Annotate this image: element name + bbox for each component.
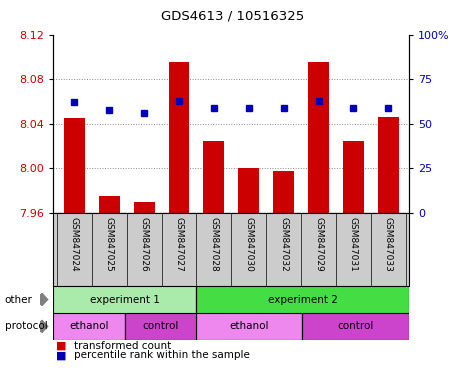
Bar bbox=[303, 313, 409, 340]
Text: protocol: protocol bbox=[5, 321, 47, 331]
Text: other: other bbox=[5, 295, 33, 305]
Text: GSM847028: GSM847028 bbox=[209, 217, 219, 271]
Bar bbox=[53, 286, 196, 313]
Text: ethanol: ethanol bbox=[229, 321, 269, 331]
Text: percentile rank within the sample: percentile rank within the sample bbox=[74, 350, 250, 360]
Text: GSM847024: GSM847024 bbox=[70, 217, 79, 271]
Text: GSM847025: GSM847025 bbox=[105, 217, 114, 271]
Text: ■: ■ bbox=[56, 350, 66, 360]
Text: GSM847032: GSM847032 bbox=[279, 217, 288, 271]
Text: experiment 2: experiment 2 bbox=[267, 295, 338, 305]
FancyArrow shape bbox=[40, 293, 47, 306]
Text: GSM847029: GSM847029 bbox=[314, 217, 323, 271]
Text: ethanol: ethanol bbox=[69, 321, 109, 331]
Bar bbox=[125, 313, 196, 340]
Bar bbox=[196, 313, 303, 340]
Text: GSM847033: GSM847033 bbox=[384, 217, 393, 271]
Text: GSM847030: GSM847030 bbox=[244, 217, 253, 271]
Bar bbox=[99, 196, 120, 213]
Text: experiment 1: experiment 1 bbox=[90, 295, 159, 305]
Bar bbox=[168, 63, 189, 213]
Bar bbox=[343, 141, 364, 213]
Bar bbox=[378, 117, 399, 213]
Bar bbox=[308, 63, 329, 213]
Text: ■: ■ bbox=[56, 341, 66, 351]
FancyArrow shape bbox=[40, 320, 47, 333]
Bar bbox=[273, 171, 294, 213]
Bar bbox=[133, 202, 154, 213]
Text: GDS4613 / 10516325: GDS4613 / 10516325 bbox=[161, 10, 304, 23]
Bar bbox=[64, 118, 85, 213]
Text: GSM847026: GSM847026 bbox=[140, 217, 149, 271]
Text: transformed count: transformed count bbox=[74, 341, 172, 351]
Text: GSM847031: GSM847031 bbox=[349, 217, 358, 271]
Bar bbox=[238, 169, 259, 213]
Bar bbox=[203, 141, 224, 213]
Bar bbox=[53, 313, 125, 340]
Text: control: control bbox=[142, 321, 179, 331]
Text: GSM847027: GSM847027 bbox=[174, 217, 184, 271]
Text: control: control bbox=[338, 321, 374, 331]
Bar bbox=[196, 286, 409, 313]
